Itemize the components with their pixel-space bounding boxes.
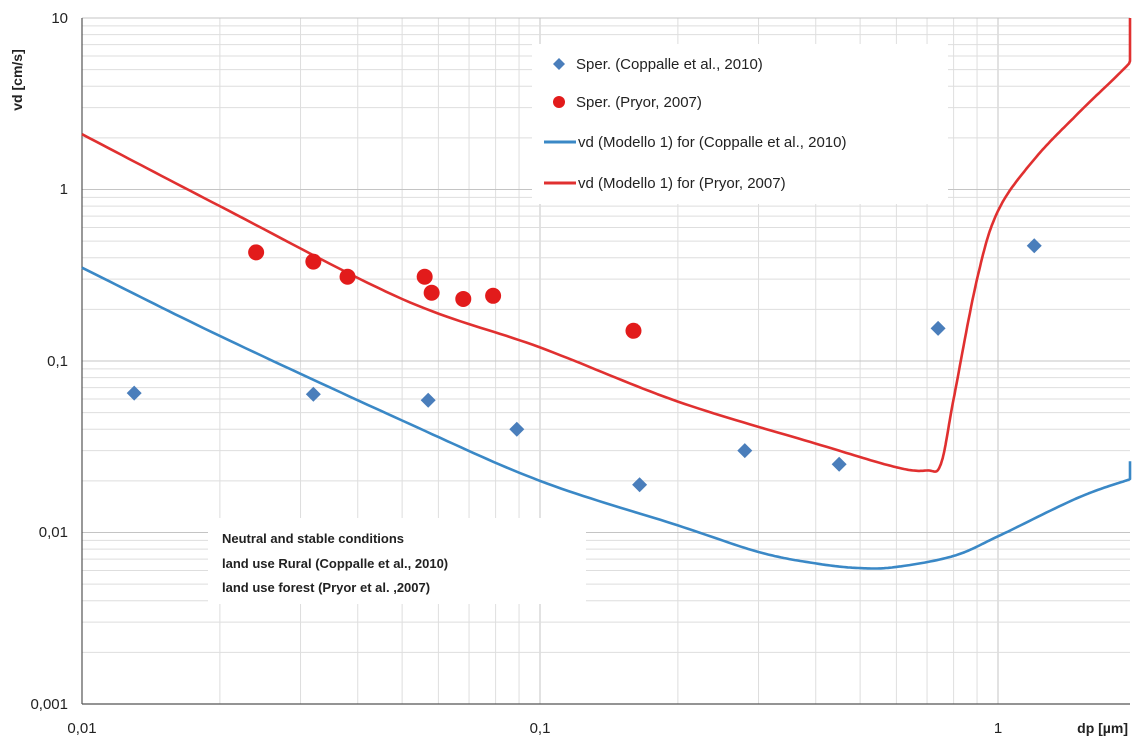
- y-tick-label: 0,001: [30, 696, 68, 713]
- data-points: [126, 238, 1042, 493]
- data-point-coppalle: [737, 443, 753, 459]
- legend-label: vd (Modello 1) for (Coppalle et al., 201…: [578, 134, 846, 151]
- data-point-coppalle: [305, 386, 321, 402]
- y-tick-label: 0,01: [39, 524, 68, 541]
- data-point-pryor: [305, 253, 322, 270]
- data-point-coppalle: [126, 385, 142, 401]
- axes: [81, 18, 1130, 705]
- legend-background: [532, 44, 948, 204]
- legend-swatch-coppalle-points: [553, 58, 565, 70]
- annotation-line: land use forest (Pryor et al. ,2007): [222, 580, 430, 595]
- x-tick-label: 0,01: [67, 720, 96, 737]
- y-tick-label: 1: [60, 181, 68, 198]
- legend: Sper. (Coppalle et al., 2010) Sper. (Pry…: [532, 44, 948, 204]
- annotation-line: land use Rural (Coppalle et al., 2010): [222, 556, 448, 571]
- legend-label: Sper. (Coppalle et al., 2010): [576, 56, 763, 73]
- data-point-pryor: [339, 268, 356, 285]
- data-point-pryor: [455, 290, 472, 307]
- annotation-box: Neutral and stable conditions land use R…: [208, 518, 586, 604]
- data-point-coppalle: [1026, 238, 1042, 254]
- x-tick-label: 0,1: [530, 720, 551, 737]
- data-point-coppalle: [831, 456, 847, 472]
- series-line-3: [81, 18, 1132, 473]
- legend-label: Sper. (Pryor, 2007): [576, 94, 702, 111]
- data-point-pryor: [248, 244, 265, 261]
- data-point-coppalle: [509, 421, 525, 437]
- y-tick-label: 10: [51, 10, 68, 27]
- annotation-line: Neutral and stable conditions: [222, 531, 404, 546]
- model-lines: [81, 18, 1132, 570]
- annotation-background: [208, 518, 586, 604]
- data-point-pryor: [423, 284, 440, 301]
- data-point-coppalle: [420, 392, 436, 408]
- data-point-pryor: [485, 287, 502, 304]
- x-tick-label: 1: [994, 720, 1002, 737]
- data-point-coppalle: [632, 477, 648, 493]
- y-tick-label: 0,1: [47, 353, 68, 370]
- data-point-coppalle: [930, 320, 946, 336]
- legend-label: vd (Modello 1) for (Pryor, 2007): [578, 175, 786, 192]
- data-point-pryor: [625, 322, 642, 339]
- x-axis-title: dp [µm]: [1077, 720, 1128, 736]
- y-axis-title: vd [cm/s]: [9, 49, 25, 110]
- series-line-2: [81, 266, 1132, 570]
- legend-swatch-pryor-points: [553, 96, 565, 108]
- tick-labels: 0,01 0,1 1 0,001 0,01 0,1 1 10: [30, 10, 1002, 737]
- data-point-pryor: [416, 268, 433, 285]
